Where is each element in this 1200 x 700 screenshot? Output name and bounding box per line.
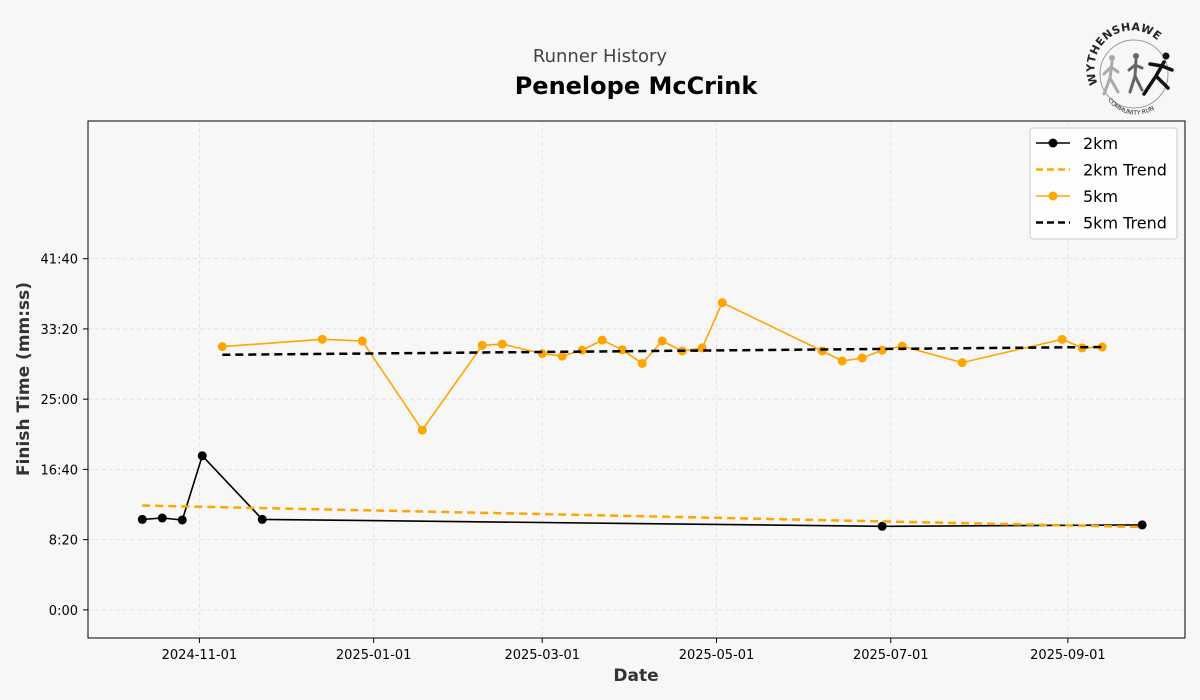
5km-point	[557, 351, 567, 361]
2km-point	[1137, 520, 1147, 530]
y-tick-label: 33:20	[41, 323, 78, 338]
5km-point	[637, 358, 647, 368]
2km-point	[257, 514, 267, 524]
series-5km	[217, 298, 1107, 435]
x-tick-label: 2024-11-01	[162, 648, 238, 663]
5km-trend-line	[222, 345, 1103, 357]
runner-icon-1	[1102, 55, 1120, 96]
5km-point	[357, 336, 367, 346]
grid	[88, 121, 1185, 638]
5km-point	[657, 336, 667, 346]
5km-point	[317, 334, 327, 344]
chart-subtitle: Runner History	[532, 46, 668, 67]
legend-label: 5km Trend	[1083, 214, 1167, 233]
2km-point	[137, 514, 147, 524]
plot-frame	[87, 120, 1186, 639]
y-tick-label: 8:20	[49, 534, 78, 549]
legend-item-5km-trend: 5km Trend	[1036, 214, 1167, 233]
runner-icon-2	[1127, 53, 1144, 94]
y-tick-label: 16:40	[41, 463, 78, 478]
x-tick-label: 2025-05-01	[679, 648, 755, 663]
x-tick-label: 2025-03-01	[504, 648, 580, 663]
5km-point	[1097, 342, 1107, 352]
legend-label: 5km	[1083, 187, 1118, 206]
5km-point	[717, 298, 727, 308]
5km-point	[477, 340, 487, 350]
chart-title: Penelope McCrink	[514, 72, 758, 100]
legend-marker	[1048, 191, 1058, 201]
x-axis-label: Date	[613, 666, 658, 686]
legend-label: 2km Trend	[1083, 161, 1167, 180]
legend-item-2km-trend: 2km Trend	[1036, 161, 1167, 180]
5km-point	[537, 349, 547, 359]
2km-trend-line	[142, 504, 1143, 529]
y-tick-label: 25:00	[41, 393, 78, 408]
5km-point	[217, 342, 227, 352]
5km-point	[857, 353, 867, 363]
5km-line	[222, 301, 1103, 432]
2km-point	[877, 521, 887, 531]
legend-box	[1029, 127, 1178, 240]
5km-point	[417, 425, 427, 435]
series-2km	[137, 451, 1147, 531]
5km-point	[1057, 334, 1067, 344]
series-2km-trend	[142, 504, 1143, 529]
series-5km-trend	[222, 345, 1103, 357]
5km-point	[957, 358, 967, 368]
5km-point	[617, 345, 627, 355]
2km-point	[197, 451, 207, 461]
legend-label: 2km	[1083, 134, 1118, 153]
5km-point	[497, 339, 507, 349]
x-tick-label: 2025-09-01	[1030, 648, 1106, 663]
x-tick-label: 2025-07-01	[853, 648, 929, 663]
5km-point	[577, 345, 587, 355]
5km-point	[817, 346, 827, 356]
legend-item-2km: 2km	[1036, 134, 1118, 153]
2km-point	[177, 515, 187, 525]
runner-icon-3	[1142, 52, 1174, 96]
5km-point	[597, 335, 607, 345]
y-axis-label: Finish Time (mm:ss)	[14, 282, 34, 476]
2km-point	[157, 513, 167, 523]
ticks: 2024-11-01 2025-01-01 2025-03-01 2025-05-01…	[41, 253, 1106, 663]
legend-item-5km: 5km	[1036, 187, 1118, 206]
y-tick-label: 0:00	[49, 604, 78, 619]
legend: 2km 2km Trend 5km 5km Trend	[1029, 127, 1178, 240]
x-tick-label: 2025-01-01	[336, 648, 412, 663]
series-layer	[137, 298, 1147, 531]
club-logo: WYTHENSHAWE COMMUNITY RUN	[1084, 22, 1174, 117]
5km-point	[837, 356, 847, 366]
legend-marker	[1048, 138, 1058, 148]
y-tick-label: 41:40	[41, 253, 78, 268]
